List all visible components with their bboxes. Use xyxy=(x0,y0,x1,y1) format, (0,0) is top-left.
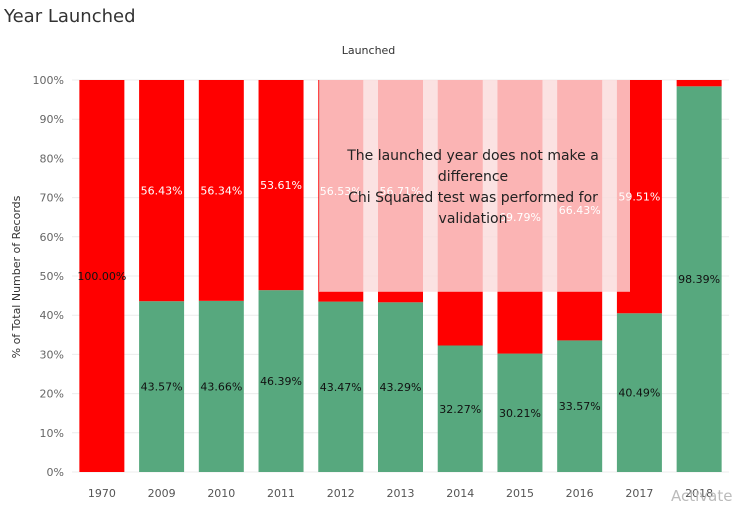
bar-segment-no xyxy=(676,80,722,87)
data-label: 40.49% xyxy=(618,387,660,400)
x-tick-label: 1970 xyxy=(88,487,116,500)
data-label: 43.47% xyxy=(320,381,362,394)
y-axis-ticks: 0% 10% 20% 30% 40% 50% 60% 70% 80% 90% 100% xyxy=(33,74,64,479)
x-tick-label: 2010 xyxy=(207,487,235,500)
y-tick-label: 80% xyxy=(40,152,64,165)
bar-segment-yes xyxy=(258,290,304,472)
annotation-box xyxy=(319,80,630,292)
annotation-line: validation xyxy=(438,211,508,227)
x-tick-label: 2018 xyxy=(685,487,713,500)
annotation-line: The launched year does not make a xyxy=(347,148,599,164)
y-tick-label: 30% xyxy=(40,348,64,361)
data-label: 98.39% xyxy=(678,273,720,286)
x-axis-ticks: 1970 2009 2010 2011 2012 2013 2014 2015 2016 2017… xyxy=(88,487,713,500)
y-axis-label: % of Total Number of Records xyxy=(10,195,23,358)
y-tick-label: 90% xyxy=(40,113,64,126)
bar-segment-yes xyxy=(437,345,483,472)
watermark-text: Activate xyxy=(671,487,733,505)
bar-segment-yes xyxy=(318,301,364,472)
data-label: 43.66% xyxy=(200,380,242,393)
bar-segment-yes xyxy=(676,86,722,472)
data-label: 66.43% xyxy=(559,204,601,217)
y-tick-label: 100% xyxy=(33,74,64,87)
data-label: 69.79% xyxy=(499,211,541,224)
data-label: 53.61% xyxy=(260,179,302,192)
annotation-line: difference xyxy=(437,169,509,185)
x-tick-label: 2017 xyxy=(625,487,653,500)
y-tick-label: 50% xyxy=(40,270,64,283)
data-label: 30.21% xyxy=(499,407,541,420)
y-tick-label: 10% xyxy=(40,427,64,440)
bar-segment-no xyxy=(79,80,125,472)
bar-segment-no xyxy=(139,80,185,302)
data-label: 56.43% xyxy=(141,185,183,198)
data-label: 32.27% xyxy=(439,403,481,416)
x-tick-label: 2013 xyxy=(387,487,415,500)
bar-segment-yes xyxy=(139,301,185,472)
data-label: 56.34% xyxy=(200,184,242,197)
y-tick-label: 20% xyxy=(40,388,64,401)
bar-segment-yes xyxy=(378,302,423,472)
y-tick-label: 0% xyxy=(47,466,64,479)
y-tick-label: 60% xyxy=(40,231,64,244)
x-tick-label: 2015 xyxy=(506,487,534,500)
data-label: 43.29% xyxy=(380,381,422,394)
data-label: 33.57% xyxy=(559,400,601,413)
data-labels: 100.00% 43.57% 56.43% 43.66% 56.34% 46.39% 53.… xyxy=(77,179,720,420)
x-tick-label: 2014 xyxy=(446,487,474,500)
page-title: Year Launched xyxy=(4,6,136,27)
bar-segment-yes xyxy=(616,313,662,472)
x-tick-label: 2012 xyxy=(327,487,355,500)
bar-segment-yes xyxy=(497,353,543,472)
data-label: 56.53% xyxy=(320,185,362,198)
data-label: 56.71% xyxy=(380,185,422,198)
data-label: 46.39% xyxy=(260,375,302,388)
data-label: 43.57% xyxy=(141,381,183,394)
bar-segment-no xyxy=(258,80,304,291)
x-tick-label: 2016 xyxy=(566,487,594,500)
x-tick-label: 2011 xyxy=(267,487,295,500)
bar-segment-yes xyxy=(198,300,244,472)
data-label: 100.00% xyxy=(77,270,126,283)
chart-title: Launched xyxy=(341,44,396,57)
bar-segment-yes xyxy=(557,340,603,472)
annotation-line: Chi Squared test was performed for xyxy=(348,190,598,206)
data-label: 59.51% xyxy=(618,191,660,204)
annotation-text: The launched year does not make a differ… xyxy=(318,146,628,230)
y-tick-label: 70% xyxy=(40,192,64,205)
y-tick-label: 40% xyxy=(40,309,64,322)
bar-segment-no xyxy=(198,80,244,301)
x-tick-label: 2009 xyxy=(148,487,176,500)
annotation-overlay xyxy=(319,80,630,292)
